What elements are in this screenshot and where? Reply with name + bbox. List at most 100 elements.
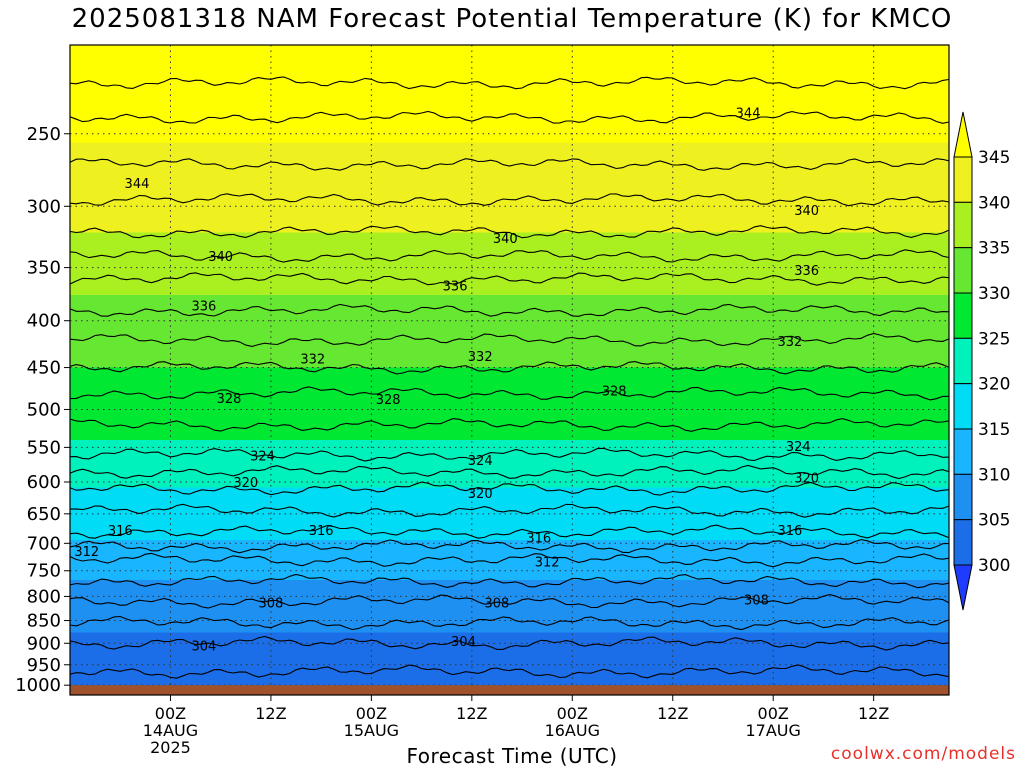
field-band [70, 90, 949, 94]
field-band [70, 147, 949, 151]
field-band [70, 630, 949, 634]
field-band [70, 57, 949, 61]
field-band [70, 337, 949, 341]
field-band [70, 327, 949, 331]
y-tick-label: 400 [27, 311, 61, 332]
field-band [70, 397, 949, 401]
contour-label: 312 [535, 556, 560, 571]
colorbar-label: 330 [978, 284, 1010, 304]
field-band [70, 332, 949, 336]
field-band [70, 417, 949, 421]
contour-314 [70, 539, 949, 554]
field-band [70, 670, 949, 674]
contour-308 [70, 594, 949, 609]
field-band [70, 522, 949, 526]
x-tick-label: 12Z [456, 704, 487, 723]
field-band [70, 660, 949, 664]
field-band [70, 425, 949, 429]
field-band [70, 485, 949, 489]
colorbar-box [953, 519, 973, 566]
field-band [70, 632, 949, 636]
field-band [70, 107, 949, 111]
field-band [70, 635, 949, 639]
field-band [70, 72, 949, 76]
field-band [70, 180, 949, 184]
contour-322 [70, 464, 949, 480]
field-band [70, 557, 949, 561]
x-tick-label: 00Z [155, 704, 186, 723]
field-band [70, 475, 949, 479]
contour-334 [70, 303, 949, 317]
field-band [70, 290, 949, 294]
field-band [70, 192, 949, 196]
contour-label: 324 [250, 449, 275, 464]
contour-label: 312 [74, 545, 99, 560]
field-band [70, 232, 949, 236]
field-band [70, 317, 949, 321]
field-band [70, 465, 949, 469]
field-band [70, 250, 949, 254]
field-band [70, 67, 949, 71]
field-band [70, 455, 949, 459]
contour-label: 320 [468, 487, 493, 502]
contour-label: 320 [794, 471, 819, 486]
field-band [70, 362, 949, 366]
y-tick-label: 800 [27, 586, 61, 607]
field-band [70, 382, 949, 386]
x-tick-label: 16AUG [545, 721, 600, 740]
contour-label: 332 [468, 350, 493, 365]
contour-label: 328 [376, 393, 401, 408]
contour-336 [70, 272, 949, 286]
x-tick-label: 2025 [150, 738, 191, 757]
colorbar-label: 335 [978, 239, 1010, 259]
field-band [70, 170, 949, 174]
field-band [70, 572, 949, 576]
field-band [70, 207, 949, 211]
field-band [70, 120, 949, 124]
x-tick-label: 12Z [657, 704, 688, 723]
field-band [70, 415, 949, 419]
field-band [70, 45, 949, 49]
y-tick-label: 350 [27, 258, 61, 279]
field-band [70, 565, 949, 569]
field-band [70, 150, 949, 154]
field-band [70, 427, 949, 431]
field-band [70, 200, 949, 204]
colorbar-label: 340 [978, 193, 1010, 213]
field-band [70, 285, 949, 289]
field-band [70, 347, 949, 351]
field-band [70, 677, 949, 681]
field-band [70, 510, 949, 514]
field-band [70, 550, 949, 554]
field-band [70, 582, 949, 586]
field-band [70, 80, 949, 84]
field-band [70, 607, 949, 611]
field-band [70, 395, 949, 399]
field-band [70, 162, 949, 166]
field-band [70, 132, 949, 136]
field-band [70, 55, 949, 59]
field-band [70, 100, 949, 104]
contour-label: 304 [192, 639, 217, 654]
field-band [70, 435, 949, 439]
field-band [70, 255, 949, 259]
field-band [70, 420, 949, 424]
field-band [70, 210, 949, 214]
field-band [70, 127, 949, 131]
field-band [70, 452, 949, 456]
contour-label: 336 [192, 300, 217, 315]
field-band [70, 525, 949, 529]
field-band [70, 580, 949, 584]
field-band [70, 257, 949, 261]
colorbar-box [953, 292, 973, 339]
field-band [70, 400, 949, 404]
field-band [70, 190, 949, 194]
field-band [70, 480, 949, 484]
field-band [70, 237, 949, 241]
field-band [70, 682, 949, 686]
colorbar-box [953, 247, 973, 294]
field-band [70, 402, 949, 406]
field-band [70, 467, 949, 471]
field-band [70, 242, 949, 246]
field-band [70, 617, 949, 621]
